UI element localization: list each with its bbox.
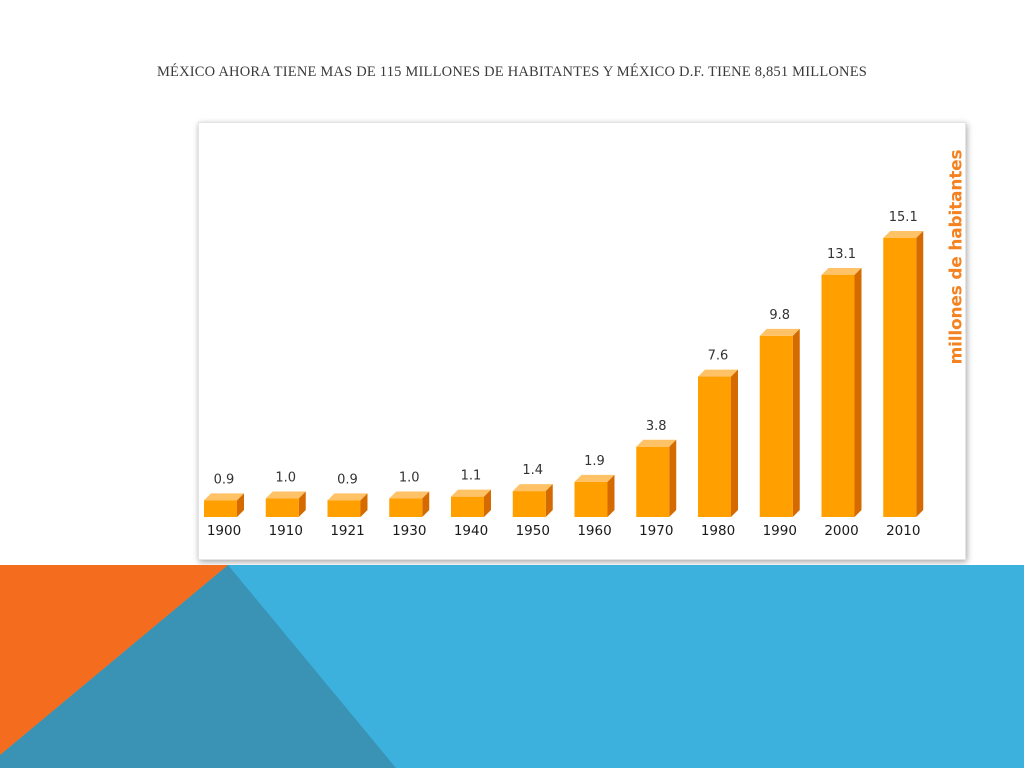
category-label-1930: 1930	[392, 523, 426, 539]
bar-top-1960	[574, 474, 615, 482]
y-axis-label: millones de habitantes	[896, 149, 1016, 365]
bar-1940	[451, 496, 484, 517]
bar-side-2000	[854, 267, 862, 517]
bar-chart: 0.9 1900 1.0 1910 0.9 1921 1.0 1930 1.1 1940 1.4 19…	[204, 210, 924, 539]
bar-1980	[698, 376, 731, 517]
bar-1990	[759, 335, 793, 517]
bar-side-1930	[422, 491, 430, 517]
value-label-1980: 7.6	[708, 349, 729, 364]
bar-1950	[512, 491, 546, 517]
bar-side-1900	[237, 493, 244, 517]
bar-side-1950	[545, 484, 553, 517]
bar-1970	[636, 446, 670, 517]
bar-side-1921	[360, 493, 368, 517]
category-label-1980: 1980	[701, 523, 735, 539]
category-label-1921: 1921	[330, 523, 364, 539]
value-label-1921: 0.9	[337, 472, 358, 487]
bar-side-1970	[669, 439, 677, 517]
bar-side-1940	[484, 489, 491, 517]
bar-2010	[883, 238, 917, 517]
bar-1930	[389, 498, 423, 517]
bar-top-1970	[636, 439, 677, 447]
bar-top-1950	[512, 484, 553, 492]
y-axis-label-text: millones de habitantes	[946, 149, 966, 365]
bar-top-1930	[389, 491, 430, 499]
category-label-1970: 1970	[639, 523, 673, 539]
bar-side-1960	[607, 474, 615, 517]
bar-2000	[821, 274, 855, 517]
bar-top-2010	[883, 231, 924, 238]
bar-top-1921	[327, 493, 368, 501]
category-label-1950: 1950	[516, 523, 550, 539]
bar-1921	[327, 500, 361, 517]
category-label-1910: 1910	[269, 523, 303, 539]
bar-top-1910	[265, 491, 306, 499]
category-label-2000: 2000	[824, 523, 858, 539]
value-label-1950: 1.4	[522, 463, 543, 478]
category-label-1900: 1900	[207, 523, 241, 539]
bar-1960	[574, 481, 608, 517]
chart-panel: 0.9 1900 1.0 1910 0.9 1921 1.0 1930 1.1 1940 1.4 19…	[198, 122, 966, 560]
value-label-2010: 15.1	[889, 210, 918, 225]
value-label-1900: 0.9	[214, 472, 235, 487]
bar-top-1980	[698, 369, 738, 377]
slide-title: MÉXICO AHORA TIENE MAS DE 115 MILLONES D…	[156, 64, 868, 80]
value-label-1940: 1.1	[461, 469, 482, 484]
value-label-1930: 1.0	[399, 471, 420, 486]
bar-top-1990	[759, 328, 800, 336]
bar-top-2000	[821, 267, 862, 275]
value-label-1960: 1.9	[584, 454, 605, 469]
value-label-2000: 13.1	[827, 247, 856, 262]
bar-side-1990	[792, 328, 800, 517]
bar-1910	[265, 498, 299, 517]
bar-top-1900	[204, 493, 244, 501]
value-label-1990: 9.8	[769, 308, 790, 323]
bar-side-1980	[731, 369, 738, 517]
category-label-2010: 2010	[886, 523, 920, 539]
category-label-1960: 1960	[577, 523, 611, 539]
bar-1900	[204, 500, 237, 517]
value-label-1910: 1.0	[275, 471, 296, 486]
category-label-1990: 1990	[763, 523, 797, 539]
bar-side-2010	[916, 231, 924, 517]
bar-top-1940	[451, 489, 491, 497]
category-label-1940: 1940	[454, 523, 488, 539]
bar-side-1910	[298, 491, 306, 517]
value-label-1970: 3.8	[646, 419, 667, 434]
